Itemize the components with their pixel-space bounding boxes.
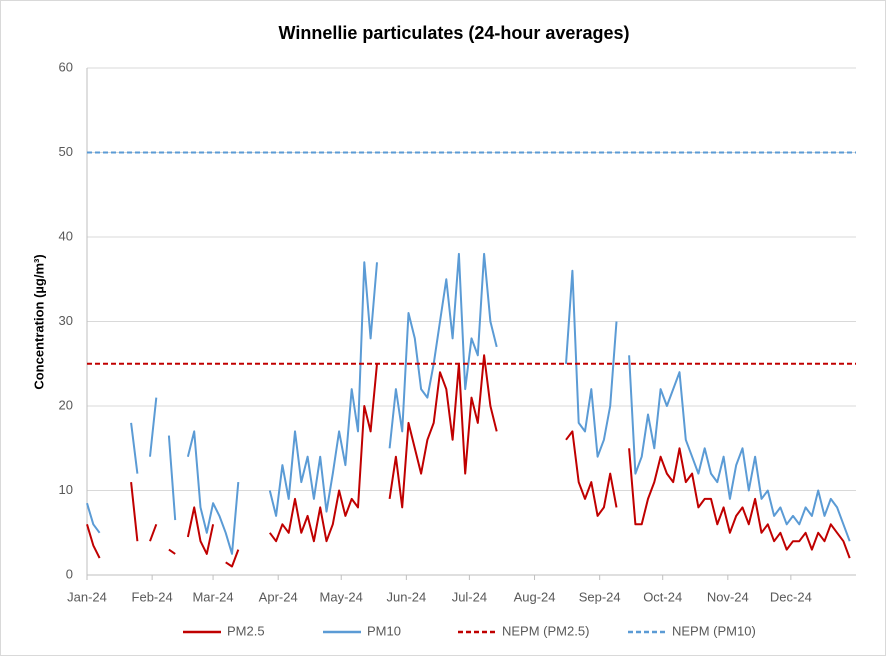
x-tick-label: Apr-24	[259, 589, 298, 604]
legend-label: NEPM (PM2.5)	[502, 623, 589, 638]
x-tick-label: Sep-24	[579, 589, 621, 604]
chart-title: Winnellie particulates (24-hour averages…	[279, 23, 630, 43]
x-tick-label: Nov-24	[707, 589, 749, 604]
series-line	[86, 354, 851, 568]
legend-label: PM10	[367, 623, 401, 638]
y-tick-label: 10	[59, 482, 73, 497]
series-line	[86, 252, 851, 555]
x-tick-label: Mar-24	[192, 589, 233, 604]
legend-label: NEPM (PM10)	[672, 623, 756, 638]
legend-label: PM2.5	[227, 623, 265, 638]
y-tick-label: 30	[59, 313, 73, 328]
y-tick-label: 40	[59, 228, 73, 243]
y-tick-label: 20	[59, 397, 73, 412]
x-tick-label: Dec-24	[770, 589, 812, 604]
y-tick-label: 50	[59, 144, 73, 159]
y-tick-label: 60	[59, 59, 73, 74]
x-tick-label: Jan-24	[67, 589, 107, 604]
x-tick-label: Oct-24	[643, 589, 682, 604]
x-tick-label: Feb-24	[132, 589, 173, 604]
x-tick-label: Aug-24	[514, 589, 556, 604]
y-axis-label: Concentration (µg/m³)	[31, 254, 46, 389]
y-tick-label: 0	[66, 566, 73, 581]
x-tick-label: Jul-24	[452, 589, 487, 604]
x-tick-label: May-24	[320, 589, 363, 604]
x-tick-label: Jun-24	[386, 589, 426, 604]
